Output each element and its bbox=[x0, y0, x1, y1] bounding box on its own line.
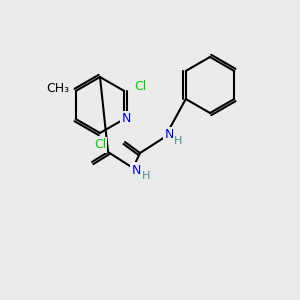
Text: Cl: Cl bbox=[134, 80, 146, 94]
Text: H: H bbox=[174, 136, 182, 146]
Text: CH₃: CH₃ bbox=[46, 82, 69, 95]
Text: N: N bbox=[164, 128, 174, 142]
Text: H: H bbox=[142, 171, 150, 181]
Text: N: N bbox=[131, 164, 141, 176]
Text: Cl: Cl bbox=[94, 139, 106, 152]
Text: N: N bbox=[122, 112, 131, 125]
